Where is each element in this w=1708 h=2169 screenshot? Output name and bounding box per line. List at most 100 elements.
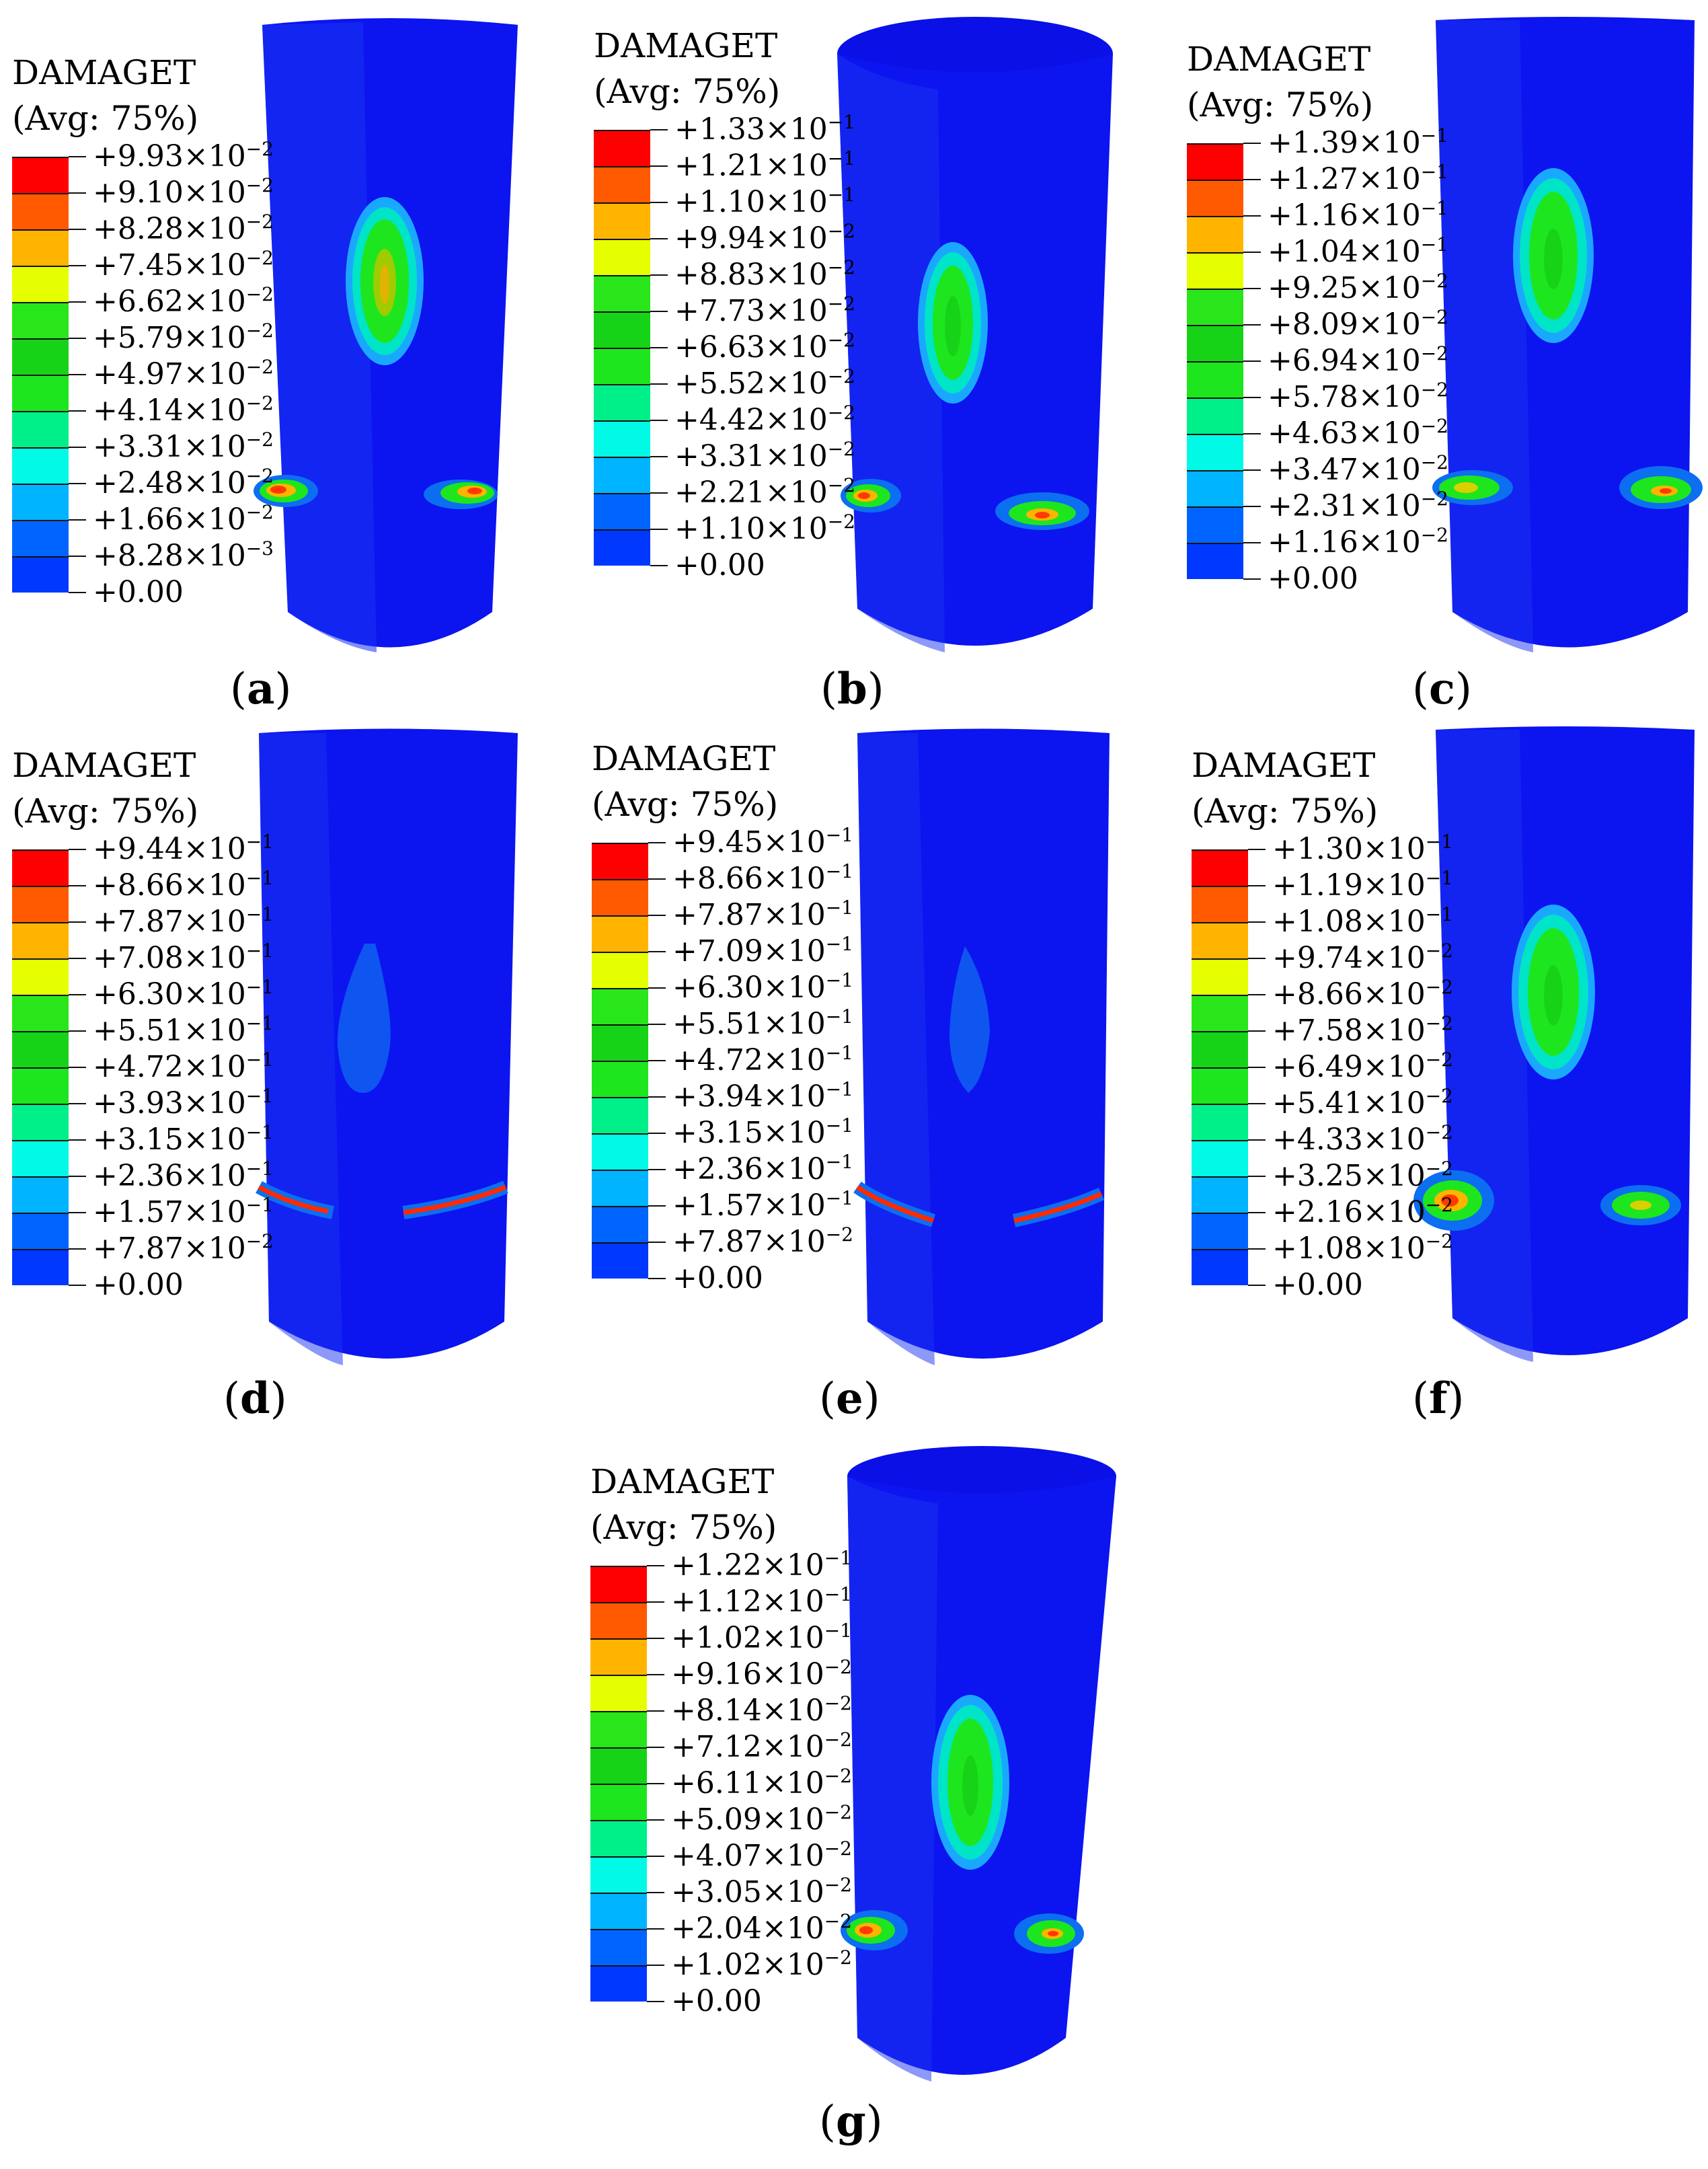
tick-mark [648, 1169, 666, 1170]
tick-mantissa: +4.63 [1268, 416, 1358, 451]
tick-exponent: −2 [827, 402, 855, 424]
tick-mantissa: +7.09 [672, 934, 763, 968]
tick-exponent: −1 [1420, 197, 1448, 219]
tick-exponent: −1 [245, 1121, 274, 1143]
tick-exponent: −2 [827, 510, 855, 533]
caption-letter: a [246, 664, 275, 714]
tick-label: +3.31×10−2 [674, 439, 855, 473]
tick-exponent: −1 [825, 969, 853, 991]
tick-mantissa: +1.02 [671, 1621, 762, 1655]
tick-mantissa: +7.08 [93, 941, 184, 975]
tick-mark [1243, 143, 1261, 144]
tick-mark [647, 1783, 664, 1784]
tick-times-ten: ×10 [183, 357, 246, 391]
tick-label: +3.05×10−2 [671, 1876, 852, 1907]
tick-label: +5.78×10−2 [1268, 380, 1448, 414]
tick-times-ten: ×10 [183, 321, 246, 355]
tick-times-ten: ×10 [183, 1014, 246, 1048]
tick-exponent: −2 [824, 1728, 852, 1751]
tick-exponent: −1 [825, 824, 853, 846]
color-band [12, 1031, 69, 1067]
color-band [12, 193, 69, 229]
tick-exponent: −1 [1420, 233, 1448, 256]
tick-label: +8.28×10−2 [93, 212, 274, 246]
tick-times-ten: ×10 [761, 1911, 824, 1946]
color-band [12, 1067, 69, 1104]
tick-label: +4.97×10−2 [93, 357, 274, 391]
tick-mark [647, 1747, 664, 1748]
tick-label: +9.25×10−2 [1268, 272, 1448, 303]
color-band [594, 420, 650, 457]
tick-times-ten: ×10 [765, 439, 828, 473]
cylinder-model-b [837, 17, 1113, 652]
tick-label: +0.00 [1268, 564, 1358, 594]
tick-mantissa: +1.10 [674, 185, 765, 219]
tick-label: +7.87×10−1 [672, 898, 853, 932]
tick-label: +8.09×10−2 [1268, 308, 1448, 340]
tick-times-ten: ×10 [1358, 453, 1421, 487]
tick-mark [1243, 397, 1261, 398]
tick-exponent: −2 [1425, 976, 1453, 998]
tick-times-ten: ×10 [1358, 380, 1421, 414]
tick-mantissa: +3.93 [93, 1086, 184, 1120]
tick-label: +9.45×10−1 [672, 826, 853, 858]
tick-times-ten: ×10 [1362, 868, 1426, 903]
tick-label: +5.79×10−2 [93, 321, 274, 355]
color-band [12, 922, 69, 958]
tick-exponent: −1 [827, 147, 855, 169]
tick-mantissa: +1.04 [1268, 235, 1358, 269]
tick-mark [69, 1030, 86, 1032]
tick-times-ten: ×10 [763, 1116, 826, 1150]
color-band [1187, 289, 1243, 325]
tick-label: +5.09×10−2 [671, 1803, 852, 1835]
tick-label: +8.66×10−2 [1272, 978, 1453, 1010]
color-band [12, 1249, 69, 1285]
color-band [594, 529, 650, 566]
legend-title: DAMAGET [1192, 746, 1376, 785]
tick-label: +4.72×10−1 [672, 1043, 853, 1077]
tick-label: +8.83×10−2 [674, 258, 855, 290]
tick-exponent: −2 [1425, 1230, 1453, 1252]
color-bar: +9.44×10−1 +8.66×10−1 +7.87×10−1 +7.08×10−1… [12, 833, 274, 1300]
caption-d: (d) [223, 1373, 287, 1424]
color-band [1192, 1104, 1248, 1140]
tick-mantissa: +7.87 [672, 898, 763, 932]
legend-avg-label: (Avg: 75%) [592, 785, 779, 824]
tick-times-ten: ×10 [761, 1548, 824, 1583]
legend-avg-label: (Avg: 75%) [590, 1508, 777, 1547]
tick-mark [647, 1638, 664, 1639]
tick-exponent: −2 [245, 465, 274, 487]
tick-exponent: −1 [825, 860, 853, 882]
tick-exponent: −1 [245, 1012, 274, 1034]
tick-exponent: −3 [245, 537, 274, 560]
color-band [592, 1206, 648, 1242]
cylinder-model-e [853, 728, 1110, 1365]
tick-label: +7.45×10−2 [93, 248, 274, 282]
tick-times-ten: ×10 [763, 898, 826, 932]
tick-mark [648, 878, 666, 880]
color-band [594, 457, 650, 493]
tick-times-ten: ×10 [763, 1043, 826, 1077]
tick-mark [69, 483, 86, 484]
tick-mantissa: +9.74 [1272, 941, 1363, 975]
tick-label: +0.00 [1272, 1270, 1363, 1300]
tick-times-ten: ×10 [183, 212, 246, 246]
tick-times-ten: ×10 [1358, 198, 1421, 233]
tick-times-ten: ×10 [763, 1152, 826, 1186]
tick-mark [648, 1278, 666, 1279]
tick-exponent: −1 [1420, 124, 1448, 147]
tick-mantissa: +0.00 [1272, 1268, 1363, 1302]
tick-times-ten: ×10 [183, 905, 246, 939]
tick-exponent: −1 [245, 976, 274, 998]
tick-mantissa: +8.66 [93, 868, 184, 903]
tick-label: +7.12×10−2 [671, 1730, 852, 1762]
color-band [1192, 958, 1248, 995]
tick-mantissa: +1.30 [1272, 832, 1363, 866]
tick-mantissa: +8.66 [672, 862, 763, 896]
tick-times-ten: ×10 [183, 248, 246, 282]
tick-exponent: −1 [825, 1187, 853, 1209]
tick-exponent: −1 [825, 1078, 853, 1100]
color-band [1192, 1067, 1248, 1104]
color-band [592, 1133, 648, 1170]
tick-exponent: −1 [827, 111, 855, 133]
